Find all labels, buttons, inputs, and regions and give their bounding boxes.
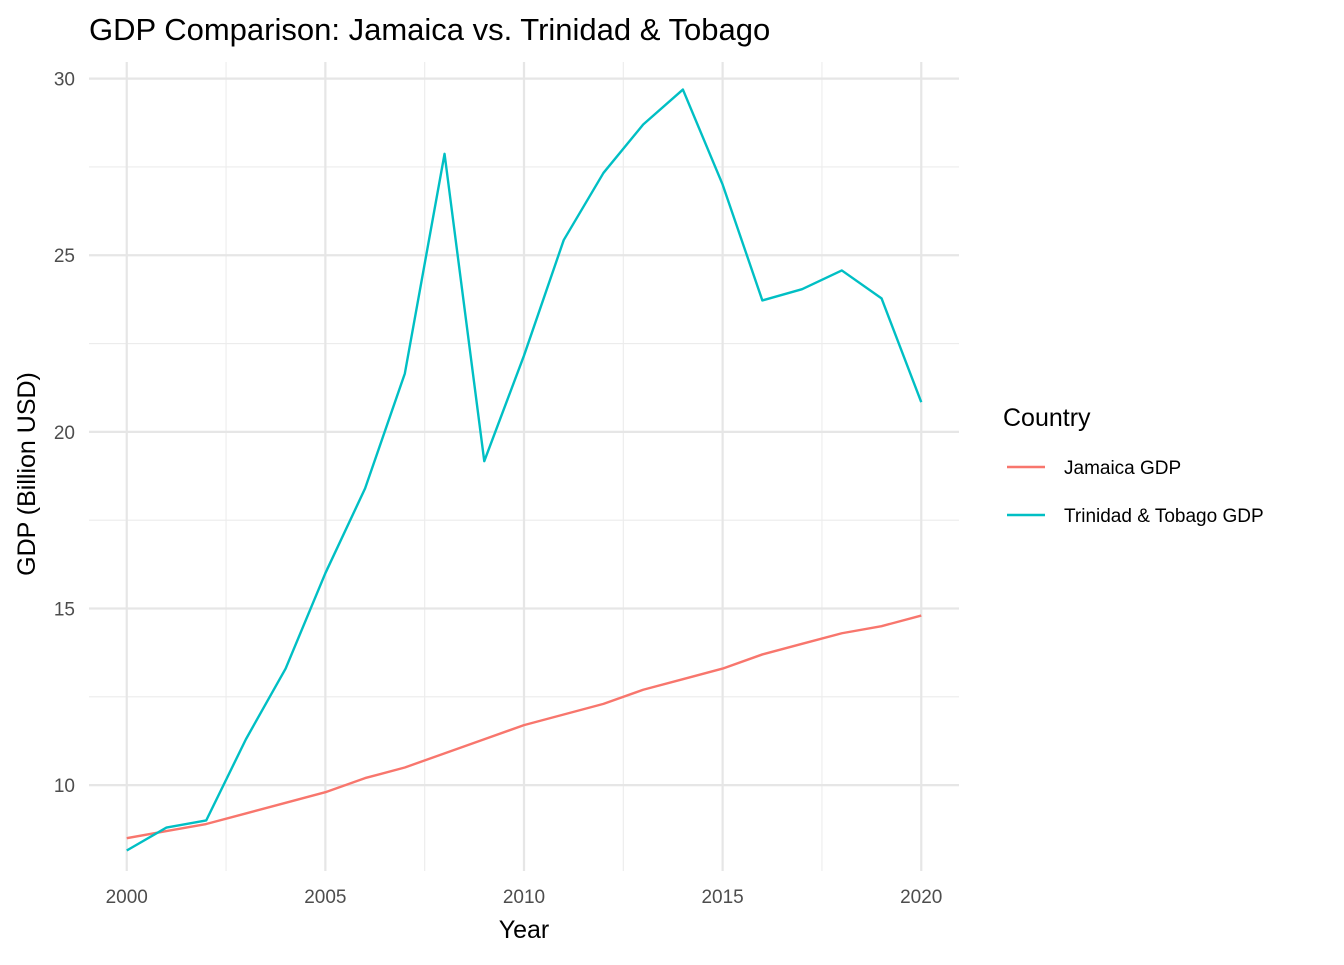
- y-tick-label: 10: [54, 776, 75, 797]
- x-tick-label: 2000: [106, 887, 148, 908]
- y-tick-label: 25: [54, 246, 75, 267]
- legend-label-0: Jamaica GDP: [1064, 458, 1181, 479]
- x-tick-label: 2015: [701, 887, 743, 908]
- legend: Country Jamaica GDP Trinidad & Tobago GDP: [1003, 404, 1264, 527]
- major-gridlines: [89, 62, 959, 871]
- x-axis-tick-labels: 2000 2005 2010 2015 2020: [106, 887, 943, 908]
- x-tick-label: 2020: [900, 887, 942, 908]
- chart-title: GDP Comparison: Jamaica vs. Trinidad & T…: [89, 12, 770, 47]
- legend-items: Jamaica GDP Trinidad & Tobago GDP: [1007, 458, 1264, 527]
- legend-label-1: Trinidad & Tobago GDP: [1064, 506, 1264, 527]
- x-tick-label: 2005: [304, 887, 346, 908]
- series-lines: [126, 88, 923, 852]
- y-tick-label: 20: [54, 423, 75, 444]
- y-axis-title: GDP (Billion USD): [13, 372, 41, 576]
- y-tick-label: 30: [54, 70, 75, 91]
- y-tick-label: 15: [54, 600, 75, 621]
- x-axis-title: Year: [499, 916, 550, 944]
- y-axis-tick-labels: 10 15 20 25 30: [54, 70, 75, 798]
- series-line-1: [126, 88, 923, 852]
- series-line-0: [126, 614, 922, 840]
- legend-title: Country: [1003, 404, 1091, 432]
- x-tick-label: 2010: [503, 887, 545, 908]
